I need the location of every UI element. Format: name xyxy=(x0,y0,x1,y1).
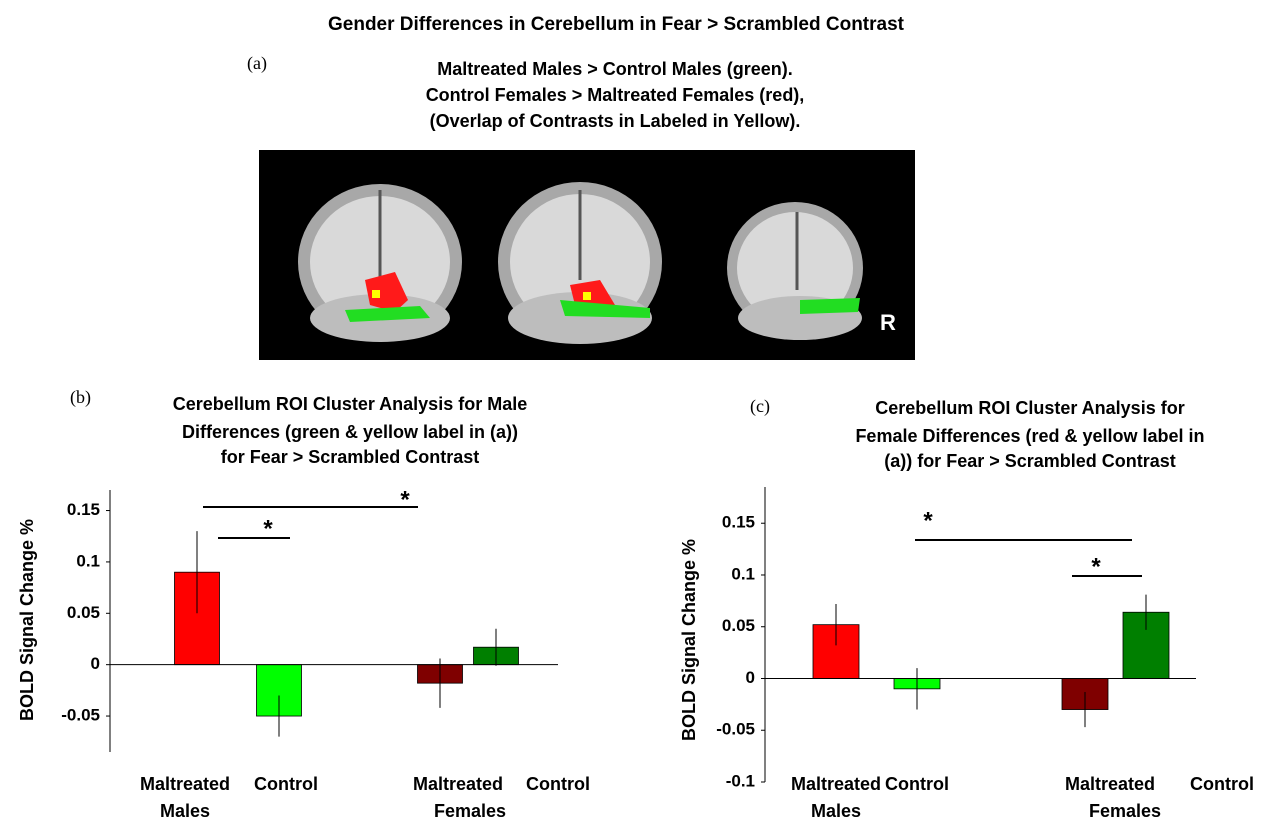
y-tick-label: 0.1 xyxy=(731,564,755,583)
panel-label: (b) xyxy=(70,387,91,408)
x-tick-label: Control xyxy=(526,774,590,794)
significance-label: * xyxy=(923,507,933,534)
chart-title: for Fear > Scrambled Contrast xyxy=(221,447,480,467)
panel-label: (a) xyxy=(247,53,267,74)
brain-slice xyxy=(298,184,462,342)
brain-slice xyxy=(498,182,662,344)
group-label: Females xyxy=(1089,801,1161,821)
y-axis-label: BOLD Signal Change % xyxy=(679,539,699,741)
x-tick-label: Control xyxy=(885,774,949,794)
y-tick-label: 0 xyxy=(91,654,100,673)
x-tick-label: Maltreated xyxy=(413,774,503,794)
y-axis-label: BOLD Signal Change % xyxy=(17,519,37,721)
brain-slice xyxy=(727,202,863,340)
x-tick-label: Control xyxy=(254,774,318,794)
y-tick-label: 0.1 xyxy=(76,551,100,570)
y-tick-label: 0.15 xyxy=(722,513,755,532)
y-tick-label: 0.15 xyxy=(67,500,100,519)
figure-title: Gender Differences in Cerebellum in Fear… xyxy=(328,14,905,35)
x-tick-label: Maltreated xyxy=(1065,774,1155,794)
y-tick-label: -0.1 xyxy=(726,771,755,790)
chart-title: Cerebellum ROI Cluster Analysis for Male xyxy=(173,394,527,414)
group-label: Males xyxy=(160,801,210,821)
caption-line: Maltreated Males > Control Males (green)… xyxy=(437,59,793,79)
chart-title: Female Differences (red & yellow label i… xyxy=(855,426,1204,446)
x-tick-label: Maltreated xyxy=(791,774,881,794)
significance-label: * xyxy=(400,486,410,513)
panel-label: (c) xyxy=(750,396,770,417)
x-tick-label: Maltreated xyxy=(140,774,230,794)
group-label: Males xyxy=(811,801,861,821)
orientation-label: R xyxy=(880,310,896,335)
y-tick-label: 0.05 xyxy=(67,603,100,622)
y-tick-label: 0 xyxy=(746,668,755,687)
figure: Gender Differences in Cerebellum in Fear… xyxy=(0,0,1261,821)
significance-label: * xyxy=(263,515,273,542)
chart-title: Differences (green & yellow label in (a)… xyxy=(182,422,518,442)
y-tick-label: -0.05 xyxy=(716,720,755,739)
chart-title: Cerebellum ROI Cluster Analysis for xyxy=(875,398,1184,418)
group-label: Females xyxy=(434,801,506,821)
brain-images: R xyxy=(259,150,915,360)
chart-title: (a)) for Fear > Scrambled Contrast xyxy=(884,451,1176,471)
y-tick-label: 0.05 xyxy=(722,616,755,635)
caption-line: (Overlap of Contrasts in Labeled in Yell… xyxy=(430,111,801,131)
caption-line: Control Females > Maltreated Females (re… xyxy=(426,85,805,105)
y-tick-label: -0.05 xyxy=(61,706,100,725)
x-tick-label: Control xyxy=(1190,774,1254,794)
significance-label: * xyxy=(1091,553,1101,580)
